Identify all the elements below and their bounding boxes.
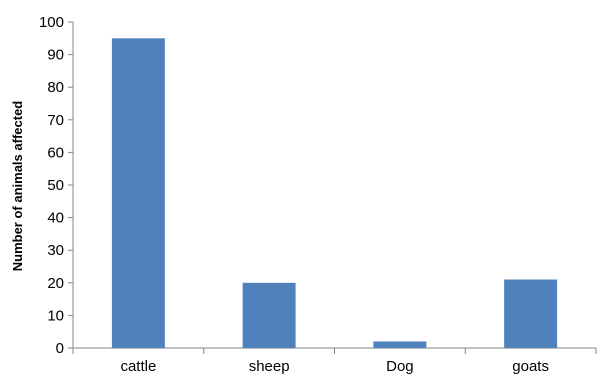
y-tick-label: 60 xyxy=(47,144,64,161)
y-axis-title: Number of animals affected xyxy=(10,101,25,272)
y-tick-label: 30 xyxy=(47,242,64,259)
y-tick-label: 0 xyxy=(56,340,64,357)
y-tick-label: 20 xyxy=(47,275,64,292)
bar-sheep xyxy=(242,282,296,348)
bars xyxy=(111,38,558,349)
x-axis: cattle sheep Dog goats xyxy=(72,347,597,375)
y-tick-label: 40 xyxy=(47,210,64,227)
y-tick-label: 10 xyxy=(47,307,64,324)
bar-cattle xyxy=(111,38,165,349)
y-tick-label: 100 xyxy=(39,14,64,31)
y-tick-label: 70 xyxy=(47,112,64,129)
y-tick-label: 50 xyxy=(47,177,64,194)
x-tick-label: cattle xyxy=(120,358,156,375)
bar-goats xyxy=(504,279,558,348)
bar-dog xyxy=(373,341,427,348)
y-axis: 0 10 20 30 40 50 60 70 80 90 100 xyxy=(39,14,74,357)
y-tick-label: 80 xyxy=(47,79,64,96)
y-tick-label: 90 xyxy=(47,47,64,64)
x-tick-label: goats xyxy=(512,358,549,375)
x-tick-label: Dog xyxy=(386,358,414,375)
x-tick-label: sheep xyxy=(249,358,290,375)
